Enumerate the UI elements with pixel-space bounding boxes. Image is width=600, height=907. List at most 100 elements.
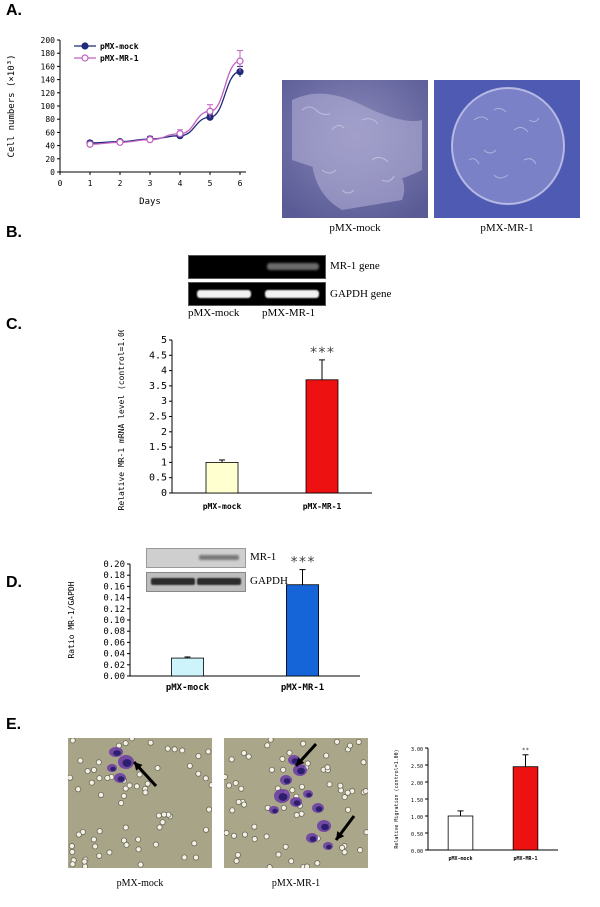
y-tick-label: 1.5 (149, 442, 167, 453)
membrane-pore (224, 773, 228, 780)
membrane-pore (95, 759, 102, 766)
membrane-pore (337, 782, 344, 789)
panel-label-d: D. (6, 574, 22, 591)
membrane-pore (355, 738, 362, 745)
blot-row-mr1 (146, 548, 246, 568)
gel-label-gapdh: GAPDH gene (330, 288, 392, 300)
membrane-pore (161, 811, 168, 818)
membrane-pore (135, 836, 142, 843)
membrane-pore (280, 804, 287, 811)
category-label: pMX-mock (166, 683, 210, 693)
y-tick-label: 120 (41, 89, 56, 98)
data-point (176, 130, 184, 138)
membrane-pore (128, 738, 135, 742)
membrane-pore (68, 774, 74, 781)
membrane-pore (286, 749, 293, 756)
y-tick-label: 2 (161, 427, 167, 438)
y-tick-label: 2.50 (411, 764, 423, 770)
membrane-pore (120, 837, 127, 844)
x-tick-label: 2 (118, 179, 123, 188)
cell-nucleus (117, 776, 125, 782)
membrane-pore (186, 762, 193, 769)
membrane-pore (275, 851, 282, 858)
membrane-pore (133, 783, 140, 790)
membrane-pore (245, 753, 252, 760)
membrane-pore (289, 787, 296, 794)
membrane-pore (263, 833, 270, 840)
data-point (146, 136, 154, 144)
cell-nucleus (283, 778, 291, 784)
membrane-pore (240, 750, 247, 757)
cell-nucleus (297, 767, 305, 775)
membrane-pore (171, 746, 178, 753)
significance-annotation: *** (309, 345, 334, 361)
y-tick-label: 80 (45, 115, 55, 124)
gel-lane-label-1: pMX-mock (188, 307, 240, 319)
membrane-pore (205, 748, 212, 755)
membrane-pore (96, 775, 103, 782)
membrane-pore (238, 785, 245, 792)
membrane-pore (344, 789, 351, 796)
migration-micrograph-pmx-mock (68, 738, 212, 868)
x-tick-label: 6 (238, 179, 243, 188)
y-tick-label: 0.50 (411, 832, 423, 838)
cell-nucleus (315, 806, 323, 812)
y-tick-label: 0.20 (103, 560, 125, 570)
membrane-pore (191, 840, 198, 847)
y-tick-label: 2.00 (411, 781, 423, 787)
significance-annotation: ** (522, 747, 530, 754)
blot-band-gapdh-2 (197, 578, 241, 585)
data-point (236, 57, 244, 65)
bar-pMX-mock (171, 657, 205, 677)
membrane-pore (75, 786, 82, 793)
membrane-pore (267, 738, 274, 743)
membrane-pore (288, 858, 295, 865)
mrna-bar-chart: 0 0.5 1 1.5 2 2.5 3 3.5 4 4.5 5 pMX-mock pMX-MR-1 ***… (117, 330, 372, 511)
cell-nucleus (113, 750, 121, 756)
membrane-pore (123, 841, 130, 848)
membrane-pore (280, 766, 287, 773)
membrane-pore (152, 841, 159, 848)
membrane-pore (122, 785, 129, 792)
y-tick-label: 100 (41, 102, 56, 111)
membrane-pore (264, 742, 271, 749)
membrane-pore (106, 849, 113, 856)
y-tick-label: 4.5 (149, 350, 167, 361)
y-tick-label: 0.14 (103, 594, 125, 604)
bar-pMX-mock (205, 461, 239, 494)
y-tick-label: 0.10 (103, 616, 125, 626)
data-point (86, 140, 94, 148)
panel-label-c: C. (6, 316, 22, 333)
membrane-pore (229, 807, 236, 814)
membrane-pore (279, 755, 286, 762)
membrane-pore (202, 775, 209, 782)
membrane-pore (104, 774, 111, 781)
micrograph-caption-pmx-mock: pMX-mock (329, 222, 381, 234)
membrane-pore (282, 843, 289, 850)
membrane-pore (135, 846, 142, 853)
cell-nucleus (309, 836, 317, 842)
membrane-pore (98, 791, 105, 798)
panel-label-a: A. (6, 2, 22, 19)
y-tick-label: 3.5 (149, 381, 167, 392)
migration-caption-pmx-mock: pMX-mock (116, 878, 164, 889)
membrane-pore (224, 829, 230, 836)
y-tick-label: 0.06 (103, 638, 125, 648)
series-line-pMX-mock (89, 71, 241, 144)
membrane-pore (69, 848, 76, 855)
membrane-pore (164, 745, 171, 752)
micrograph-caption-pmx-mr1: pMX-MR-1 (480, 222, 534, 234)
cell-nucleus (110, 766, 116, 772)
membrane-pore (144, 780, 151, 787)
y-tick-label: 60 (45, 128, 55, 137)
blot-row-gapdh (146, 572, 246, 592)
category-label: pMX-mock (448, 856, 472, 862)
y-tick-label: 0 (161, 488, 167, 499)
membrane-pore (314, 860, 321, 867)
gel-lane-label-2: pMX-MR-1 (262, 307, 316, 319)
membrane-pore (266, 864, 273, 868)
y-tick-label: 20 (45, 155, 55, 164)
y-tick-label: 0 (50, 168, 55, 177)
y-tick-label: 160 (41, 62, 56, 71)
y-tick-label: 1.00 (411, 815, 423, 821)
